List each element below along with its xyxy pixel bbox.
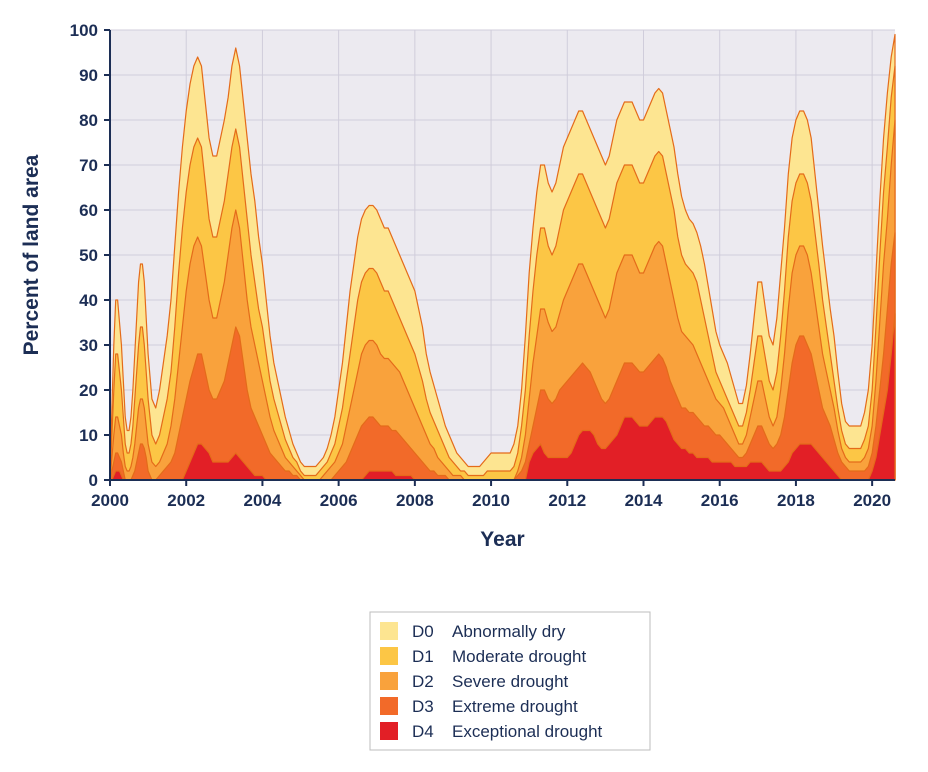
y-axis-title: Percent of land area (20, 154, 43, 355)
legend: D0 Abnormally dry D1 Moderate drought D2 Seve… (370, 612, 650, 750)
legend-swatch-d0 (380, 622, 398, 640)
x-tick-label: 2000 (91, 491, 129, 510)
y-tick-label: 30 (79, 336, 98, 355)
y-tick-label: 60 (79, 201, 98, 220)
legend-id-d2: D2 (412, 672, 434, 691)
y-tick-label: 90 (79, 66, 98, 85)
legend-id-d1: D1 (412, 647, 434, 666)
legend-swatch-d1 (380, 647, 398, 665)
x-tick-label: 2010 (472, 491, 510, 510)
x-tick-label: 2008 (396, 491, 434, 510)
legend-label-d0: Abnormally dry (452, 622, 566, 641)
x-tick-label: 2020 (853, 491, 891, 510)
x-tick-label: 2006 (320, 491, 358, 510)
x-tick-label: 2002 (167, 491, 205, 510)
y-tick-label: 20 (79, 381, 98, 400)
legend-swatch-d4 (380, 722, 398, 740)
x-axis-title: Year (480, 528, 524, 551)
y-tick-label: 40 (79, 291, 98, 310)
legend-id-d0: D0 (412, 622, 434, 641)
x-tick-label: 2018 (777, 491, 815, 510)
legend-id-d4: D4 (412, 722, 434, 741)
y-tick-label: 10 (79, 426, 98, 445)
y-tick-label: 100 (70, 21, 98, 40)
y-tick-label: 80 (79, 111, 98, 130)
drought-area-chart: 0 10 20 30 40 50 60 70 80 90 100 2000 2002 2004 2006 20… (0, 0, 928, 772)
x-tick-label: 2012 (548, 491, 586, 510)
legend-label-d2: Severe drought (452, 672, 569, 691)
x-tick-label: 2016 (701, 491, 739, 510)
y-tick-label: 70 (79, 156, 98, 175)
legend-id-d3: D3 (412, 697, 434, 716)
legend-label-d1: Moderate drought (452, 647, 586, 666)
legend-label-d3: Extreme drought (452, 697, 578, 716)
legend-swatch-d2 (380, 672, 398, 690)
y-tick-label: 50 (79, 246, 98, 265)
legend-swatch-d3 (380, 697, 398, 715)
legend-label-d4: Exceptional drought (452, 722, 603, 741)
x-tick-label: 2014 (625, 491, 663, 510)
x-tick-label: 2004 (244, 491, 282, 510)
y-tick-label: 0 (89, 471, 98, 490)
